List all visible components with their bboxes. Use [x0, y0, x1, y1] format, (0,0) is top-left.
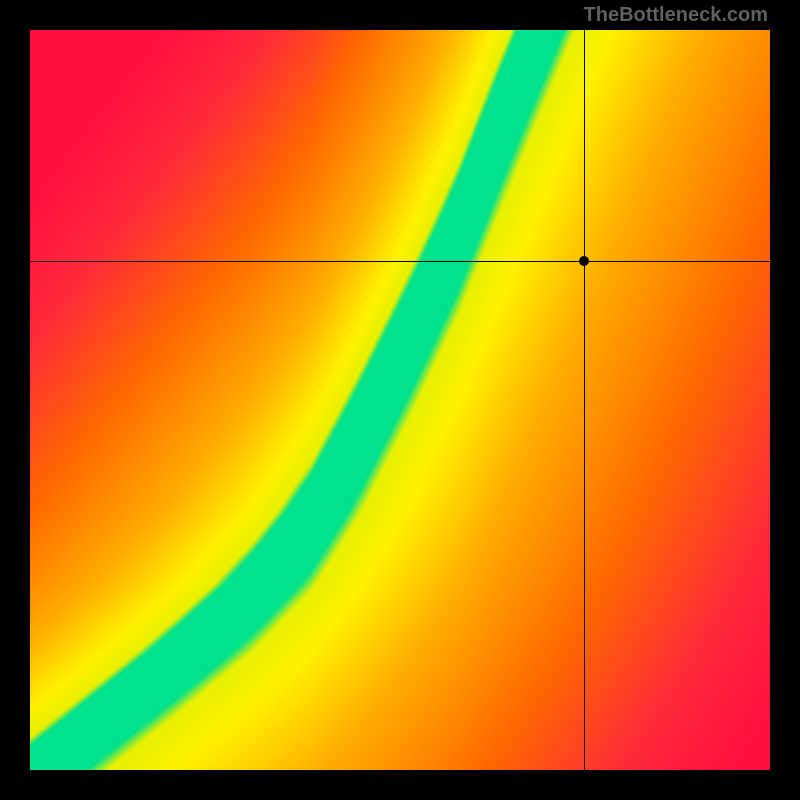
crosshair-vertical [584, 30, 585, 770]
watermark-text: TheBottleneck.com [584, 4, 768, 27]
plot-area [30, 30, 770, 770]
crosshair-marker [579, 256, 589, 266]
crosshair-horizontal [30, 261, 770, 262]
heatmap-canvas [30, 30, 770, 770]
